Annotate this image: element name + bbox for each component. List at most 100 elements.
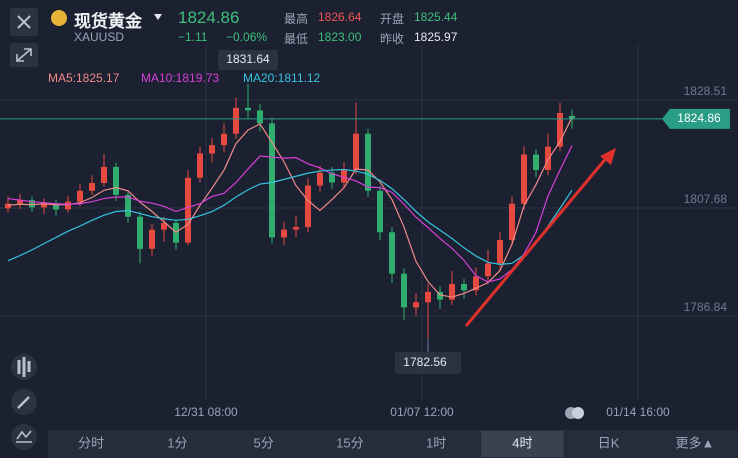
candle-body [401,273,407,308]
candle-body [437,291,443,300]
candle-body [65,201,71,210]
tab[interactable]: 1时 [426,435,446,450]
candle-body [29,200,35,208]
candle-body [125,194,131,217]
tool-icon [17,357,31,377]
candle-body [77,190,83,202]
tab[interactable]: 更多▲ [675,435,714,450]
candle-body [425,291,431,303]
tab-label: 4时 [512,435,532,450]
candle-body [521,154,527,204]
candle-body [305,185,311,228]
stat-label: 昨收 [380,32,405,46]
trend-arrow-head [600,148,616,165]
candle-body [473,276,479,291]
candle-body [257,110,263,124]
tab[interactable]: 分时 [78,435,104,450]
candle-body [281,229,287,238]
candle-body [209,145,215,154]
toggle-icon [572,407,584,419]
candle-body [413,302,419,308]
draw-icon [17,396,30,409]
tab-label: 1时 [426,435,446,450]
active-tab-bg [481,431,564,457]
stat-label: 最低 [284,32,309,46]
x-tick-label: 12/31 08:00 [174,405,238,419]
stat-value: 1826.64 [318,10,362,24]
title: 现货黄金 [74,12,142,31]
x-tick-label: 01/14 16:00 [606,405,670,419]
close-icon [17,15,31,29]
candle-body [113,166,119,195]
stat-value: 1825.97 [414,30,458,44]
change-pct: −0.06% [226,30,268,44]
y-tick-label: 1828.51 [684,84,728,98]
candle-body [245,107,251,111]
tab-label: 1分 [167,435,187,450]
candle-body [137,216,143,249]
tab-bar [48,430,738,458]
candle-body [485,263,491,277]
y-tick-label: 1807.68 [684,192,728,206]
candle-body [497,240,503,264]
candle-body [185,177,191,243]
stat-value: 1825.44 [414,10,458,24]
candle-body [533,154,539,171]
candle-body [509,203,515,241]
candle-body [557,113,563,147]
price-tag-label: 1824.86 [677,111,721,125]
candle-body [17,200,23,204]
candle-body [101,166,107,183]
ma-line [7,168,573,265]
tab[interactable]: 日K [598,435,620,450]
tab-label: 分时 [78,435,104,450]
dropdown-icon[interactable] [154,14,162,20]
candle-body [389,232,395,274]
candle-body [317,172,323,186]
tab[interactable]: 15分 [336,435,363,450]
price-tag [662,108,730,129]
trend-arrow [464,155,610,327]
candle-body [329,172,335,183]
tab[interactable]: 1分 [167,435,187,450]
tab-label: 5分 [254,435,274,450]
candle-body [53,203,59,210]
low-label-box [395,352,461,374]
legend-entry: MA20:1811.12 [243,71,320,85]
candle-body [353,133,359,171]
ma-line [7,117,573,298]
y-tick-label: 1786.84 [684,300,728,314]
stat-value: 1823.00 [318,30,362,44]
high-label-box [218,50,278,70]
tab[interactable]: 5分 [254,435,274,450]
indicator-icon [16,430,32,443]
stat-label: 开盘 [380,12,405,26]
candle-body [293,227,299,230]
legend-entry: MA10:1819.73 [141,71,219,85]
candle-body [377,190,383,233]
tab-label: 15分 [336,435,363,450]
candle-body [89,182,95,191]
indicator-button[interactable] [11,424,37,450]
price: 1824.86 [178,8,240,27]
expand-icon [16,48,32,62]
ma-line [7,145,573,283]
candle-body [449,284,455,300]
candle-body [341,170,347,183]
candle-body [233,107,239,134]
candle-body [545,146,551,171]
candle-body [365,133,371,191]
tab-label: 日K [598,435,620,450]
candle-body [41,203,47,208]
gold-icon [51,10,67,26]
high-label: 1831.64 [226,52,270,66]
candle-body [161,222,167,230]
candle-body [5,203,11,209]
tab[interactable]: 4时 [481,431,564,457]
candle-body [221,133,227,146]
symbol: XAUUSD [74,30,125,44]
stat-label: 最高 [284,12,309,26]
low-label: 1782.56 [403,355,447,369]
